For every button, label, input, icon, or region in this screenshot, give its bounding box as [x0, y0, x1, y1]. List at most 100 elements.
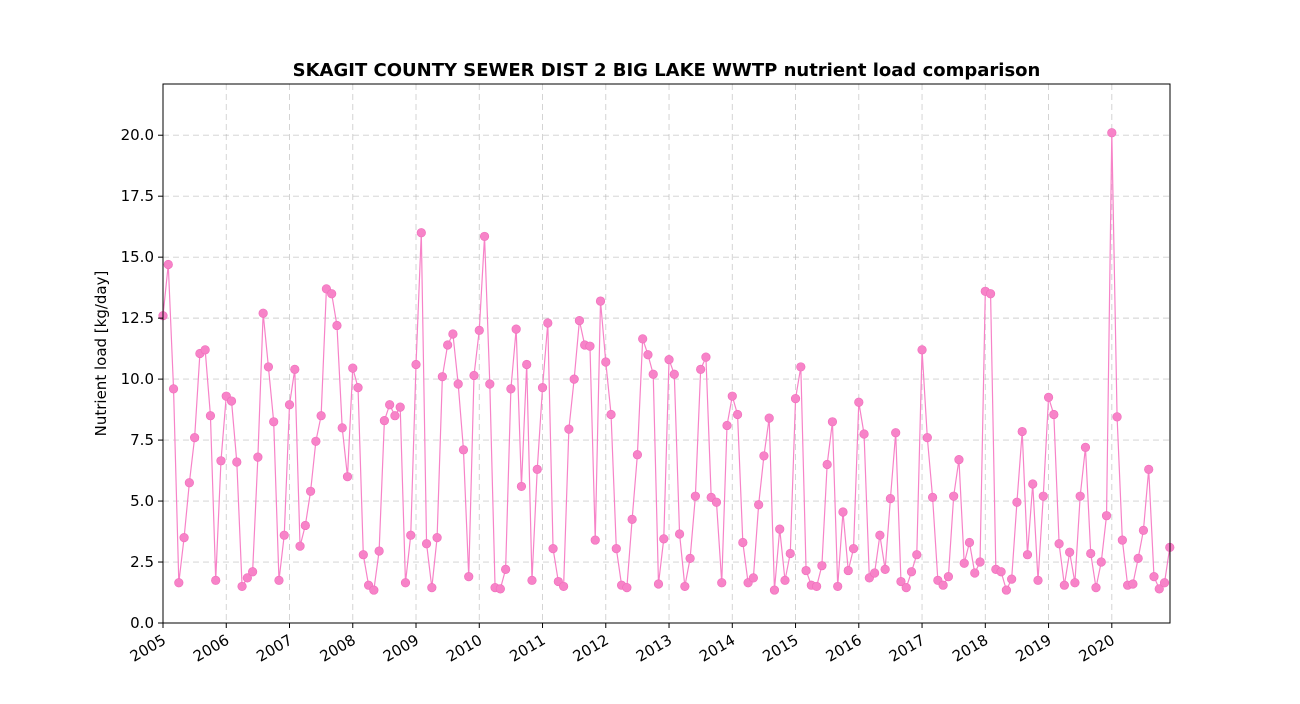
- data-point: [638, 334, 648, 344]
- data-point: [833, 581, 843, 592]
- x-tick-label: 2009: [380, 631, 422, 666]
- data-point: [548, 544, 558, 554]
- data-point: [421, 539, 432, 549]
- data-point: [875, 530, 885, 540]
- data-point: [748, 573, 758, 583]
- data-point: [590, 535, 600, 545]
- data-point: [901, 583, 911, 593]
- data-point: [601, 357, 611, 367]
- data-point: [1059, 580, 1069, 590]
- data-point: [184, 478, 194, 488]
- data-point: [1033, 575, 1043, 585]
- data-point: [237, 581, 247, 592]
- data-point: [785, 548, 795, 559]
- data-point: [564, 424, 574, 434]
- y-tick-label: 12.5: [121, 309, 154, 327]
- data-point: [938, 580, 948, 590]
- data-point: [511, 324, 521, 334]
- data-point: [527, 575, 537, 585]
- data-point: [1091, 583, 1101, 593]
- data-point: [290, 364, 300, 374]
- data-point: [822, 459, 832, 470]
- data-point: [311, 436, 321, 446]
- data-point: [1065, 547, 1075, 557]
- data-point: [295, 541, 305, 551]
- data-point: [1001, 585, 1011, 595]
- data-point: [648, 369, 658, 379]
- data-point: [1012, 497, 1022, 507]
- data-point: [870, 568, 880, 578]
- data-point: [943, 572, 954, 582]
- data-point: [896, 576, 906, 587]
- data-point: [606, 409, 616, 420]
- data-point: [1017, 426, 1027, 437]
- y-tick-label: 2.5: [130, 553, 154, 571]
- data-point: [722, 420, 732, 431]
- data-point: [717, 578, 727, 588]
- data-point: [432, 533, 442, 543]
- data-point: [205, 411, 216, 421]
- data-point: [348, 363, 358, 373]
- data-point: [1096, 557, 1106, 567]
- data-point: [258, 308, 268, 318]
- data-point: [226, 396, 237, 406]
- x-tick-label: 2011: [506, 631, 548, 666]
- data-point: [390, 411, 400, 421]
- data-point: [843, 565, 853, 576]
- y-tick-label: 15.0: [121, 248, 154, 266]
- data-point: [453, 379, 463, 389]
- data-point: [732, 409, 743, 420]
- x-tick-label: 2005: [127, 631, 169, 666]
- data-point: [479, 231, 490, 242]
- data-point: [342, 472, 353, 482]
- data-point: [532, 464, 542, 474]
- data-point: [1133, 553, 1143, 563]
- data-point: [406, 530, 416, 540]
- data-point: [1117, 535, 1127, 545]
- data-point: [775, 524, 785, 534]
- x-tick-label: 2020: [1076, 631, 1118, 666]
- data-point: [891, 428, 901, 438]
- data-point: [711, 497, 722, 507]
- series-layer: [158, 128, 1175, 595]
- data-point: [817, 561, 827, 571]
- data-point: [669, 369, 679, 379]
- chart-title: SKAGIT COUNTY SEWER DIST 2 BIG LAKE WWTP…: [293, 60, 1041, 81]
- data-point: [569, 374, 579, 384]
- data-point: [501, 564, 511, 574]
- data-point: [506, 384, 516, 394]
- data-point: [664, 354, 674, 365]
- data-point: [996, 567, 1006, 577]
- data-point: [611, 544, 621, 554]
- data-point: [1038, 491, 1048, 501]
- data-point: [1159, 578, 1170, 588]
- data-point: [622, 583, 632, 593]
- data-point: [696, 364, 706, 374]
- data-point: [305, 486, 316, 496]
- data-point: [200, 345, 210, 355]
- data-point: [211, 575, 221, 585]
- data-point: [922, 433, 932, 443]
- data-point: [885, 494, 896, 504]
- data-point: [653, 579, 664, 589]
- data-point: [369, 585, 379, 595]
- data-point: [659, 534, 669, 544]
- data-point: [949, 491, 959, 501]
- data-point: [759, 451, 769, 461]
- data-point: [643, 350, 653, 360]
- y-tick-label: 0.0: [130, 614, 154, 632]
- x-tick-label: 2018: [949, 631, 991, 666]
- data-point: [690, 491, 700, 501]
- y-tick-label: 7.5: [130, 431, 154, 449]
- data-point: [1107, 128, 1117, 138]
- plot-area-frame: [162, 83, 1171, 624]
- data-point: [790, 394, 801, 404]
- data-point: [327, 289, 337, 299]
- data-point: [168, 384, 179, 394]
- data-point: [912, 550, 922, 560]
- x-tick-label: 2008: [317, 631, 359, 666]
- data-point: [163, 259, 173, 270]
- data-point: [674, 529, 685, 539]
- data-point: [738, 537, 748, 548]
